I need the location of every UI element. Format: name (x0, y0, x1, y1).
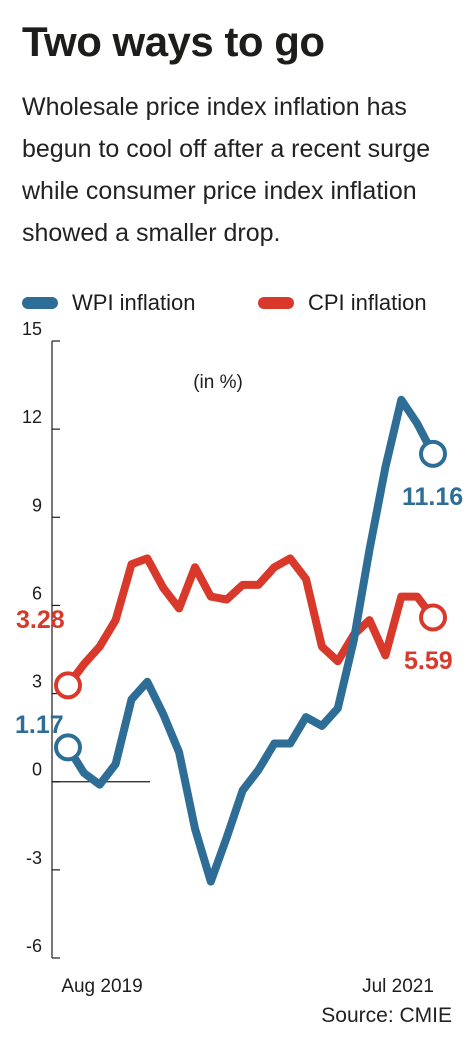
y-tick-label: 9 (32, 495, 42, 515)
legend-swatch-cpi (258, 297, 294, 309)
y-tick-label: -6 (26, 936, 42, 956)
wpi-start-marker (54, 733, 82, 762)
x-tick-label: Aug 2019 (61, 976, 142, 997)
cpi-start-value-label: 3.28 (16, 606, 65, 634)
y-tick-label: 12 (22, 407, 42, 427)
y-tick-label: 3 (32, 672, 42, 692)
y-tick-label: 0 (32, 760, 42, 780)
y-tick-label: 15 (22, 319, 42, 339)
y-tick-label: 6 (32, 583, 42, 603)
x-tick-label: Jul 2021 (362, 976, 434, 997)
cpi-start-marker (54, 671, 82, 700)
wpi-series-line (64, 395, 437, 886)
legend: WPI inflation CPI inflation (22, 285, 462, 321)
cpi-end-marker (419, 603, 447, 632)
legend-item-cpi: CPI inflation (258, 285, 427, 321)
cpi-series-line (64, 554, 437, 690)
wpi-end-value-label: 11.16 (402, 483, 463, 511)
chart-title: Two ways to go (22, 18, 325, 65)
wpi-end-marker (419, 439, 447, 468)
unit-label: (in %) (193, 372, 243, 393)
legend-item-wpi: WPI inflation (22, 285, 196, 321)
legend-label-cpi: CPI inflation (308, 290, 427, 315)
source-note: Source: CMIE (321, 1004, 452, 1027)
wpi-start-value-label: 1.17 (15, 711, 64, 739)
legend-label-wpi: WPI inflation (72, 290, 196, 315)
cpi-end-value-label: 5.59 (404, 647, 453, 675)
y-tick-label: -3 (26, 848, 42, 868)
legend-swatch-wpi (22, 297, 58, 309)
chart-subtitle: Wholesale price index inflation has begu… (22, 93, 431, 247)
